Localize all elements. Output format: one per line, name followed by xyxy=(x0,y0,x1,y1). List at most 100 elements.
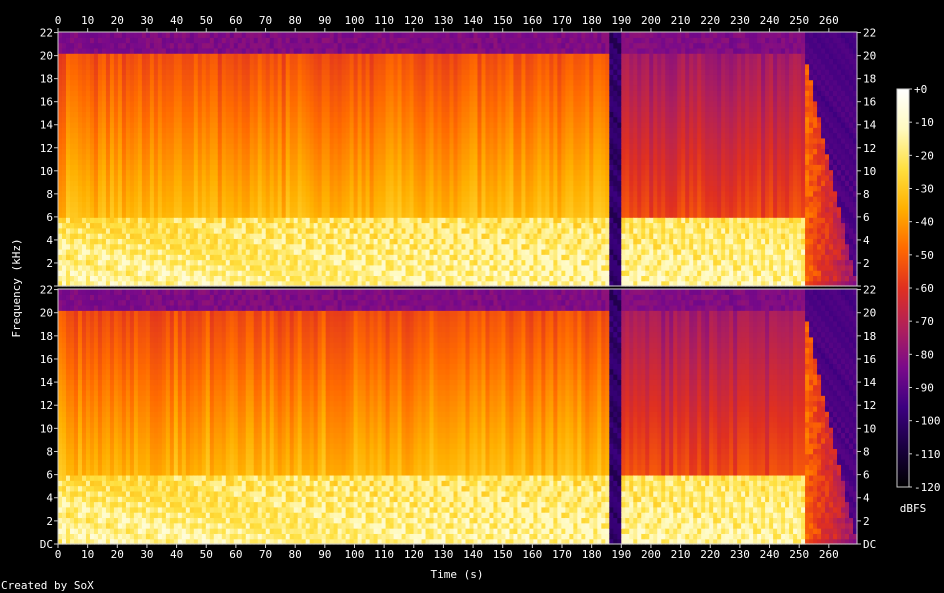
x-tick-label: 200 xyxy=(641,14,661,27)
x-tick-label: 120 xyxy=(404,548,424,561)
x-tick-label: 40 xyxy=(170,14,183,27)
x-tick-label: 120 xyxy=(404,14,424,27)
x-tick-label: 140 xyxy=(463,548,483,561)
y-tick-label: 14 xyxy=(40,119,54,132)
y-tick-label: 12 xyxy=(863,142,876,155)
x-tick-label: 240 xyxy=(760,548,780,561)
y-tick-label: 10 xyxy=(40,422,53,435)
x-tick-label: 180 xyxy=(582,14,602,27)
y-tick-label: 4 xyxy=(46,492,53,505)
x-tick-label: 250 xyxy=(789,548,809,561)
colorbar-tick-label: -70 xyxy=(914,315,934,328)
x-tick-label: 100 xyxy=(345,14,365,27)
y-tick-label: 2 xyxy=(46,257,53,270)
colorbar-tick-label: -20 xyxy=(914,149,934,162)
x-tick-label: 220 xyxy=(700,14,720,27)
y-tick-label: 6 xyxy=(863,469,870,482)
y-tick-label: 22 xyxy=(863,284,876,297)
x-tick-label: 0 xyxy=(55,14,62,27)
channel-1-spectrogram xyxy=(58,32,858,287)
y-tick-label: 16 xyxy=(40,353,53,366)
x-tick-label: 250 xyxy=(789,14,809,27)
x-tick-label: 160 xyxy=(522,14,542,27)
colorbar-tick-label: -120 xyxy=(914,481,941,494)
x-tick-label: 20 xyxy=(111,14,124,27)
y-tick-label: 6 xyxy=(46,469,53,482)
y-tick-label: 8 xyxy=(863,445,870,458)
y-tick-label: 18 xyxy=(40,330,53,343)
y-tick-label: 12 xyxy=(40,399,53,412)
y-tick-label: 8 xyxy=(863,188,870,201)
y-tick-label: 2 xyxy=(863,257,870,270)
y-tick-label: 20 xyxy=(40,307,53,320)
x-tick-label: 80 xyxy=(289,14,302,27)
y-tick-label: DC xyxy=(863,538,876,551)
x-tick-label: 40 xyxy=(170,548,183,561)
x-tick-label: 50 xyxy=(200,548,213,561)
x-tick-label: 170 xyxy=(552,548,572,561)
y-tick-label: 4 xyxy=(46,234,53,247)
y-tick-label: 6 xyxy=(863,211,870,224)
x-tick-label: 210 xyxy=(671,548,691,561)
y-tick-label: 16 xyxy=(863,353,876,366)
y-tick-label: 8 xyxy=(46,445,53,458)
x-axis-label: Time (s) xyxy=(431,568,484,581)
y-tick-label: 20 xyxy=(863,307,876,320)
y-tick-label: 20 xyxy=(863,50,876,63)
y-tick-label: 10 xyxy=(863,422,876,435)
x-tick-label: 10 xyxy=(81,548,94,561)
x-tick-label: 130 xyxy=(433,14,453,27)
x-tick-label: 60 xyxy=(229,14,242,27)
y-tick-label: 4 xyxy=(863,234,870,247)
x-tick-label: 150 xyxy=(493,14,513,27)
x-tick-label: 10 xyxy=(81,14,94,27)
channel-1-frame xyxy=(57,31,858,287)
y-tick-label: DC xyxy=(40,538,53,551)
colorbar-tick-label: -10 xyxy=(914,116,934,129)
y-tick-label: 2 xyxy=(863,515,870,528)
y-tick-label: 10 xyxy=(40,165,53,178)
colorbar-tick-label: -100 xyxy=(914,415,941,428)
x-tick-label: 260 xyxy=(819,14,839,27)
x-tick-label: 230 xyxy=(730,548,750,561)
colorbar-tick-label: -80 xyxy=(914,348,934,361)
x-tick-label: 260 xyxy=(819,548,839,561)
colorbar-scale xyxy=(896,88,910,488)
y-tick-label: 14 xyxy=(40,376,54,389)
colorbar-tick-label: -30 xyxy=(914,183,934,196)
y-tick-label: 14 xyxy=(863,119,877,132)
x-tick-label: 30 xyxy=(140,548,153,561)
y-tick-label: 22 xyxy=(40,27,53,40)
x-tick-label: 50 xyxy=(200,14,213,27)
y-tick-label: 4 xyxy=(863,492,870,505)
y-tick-label: 12 xyxy=(863,399,876,412)
x-tick-label: 80 xyxy=(289,548,302,561)
x-tick-label: 180 xyxy=(582,548,602,561)
x-tick-label: 200 xyxy=(641,548,661,561)
footer-credit: Created by SoX xyxy=(1,579,94,592)
colorbar-tick-label: -50 xyxy=(914,249,934,262)
colorbar-tick-label: -40 xyxy=(914,216,934,229)
x-tick-label: 220 xyxy=(700,548,720,561)
y-tick-label: 10 xyxy=(863,165,876,178)
y-tick-label: 18 xyxy=(863,73,876,86)
x-tick-label: 160 xyxy=(522,548,542,561)
y-tick-label: 12 xyxy=(40,142,53,155)
y-tick-label: 14 xyxy=(863,376,877,389)
y-tick-label: 8 xyxy=(46,188,53,201)
channel-2-spectrogram xyxy=(58,289,858,545)
y-tick-label: 20 xyxy=(40,50,53,63)
x-tick-label: 230 xyxy=(730,14,750,27)
x-tick-label: 100 xyxy=(345,548,365,561)
x-tick-label: 30 xyxy=(140,14,153,27)
x-tick-label: 70 xyxy=(259,14,272,27)
x-tick-label: 20 xyxy=(111,548,124,561)
y-tick-label: 18 xyxy=(863,330,876,343)
x-tick-label: 210 xyxy=(671,14,691,27)
x-tick-label: 110 xyxy=(374,14,394,27)
channel-2-frame xyxy=(57,288,858,545)
y-tick-label: 2 xyxy=(46,515,53,528)
colorbar-tick-label: -90 xyxy=(914,382,934,395)
x-tick-label: 170 xyxy=(552,14,572,27)
